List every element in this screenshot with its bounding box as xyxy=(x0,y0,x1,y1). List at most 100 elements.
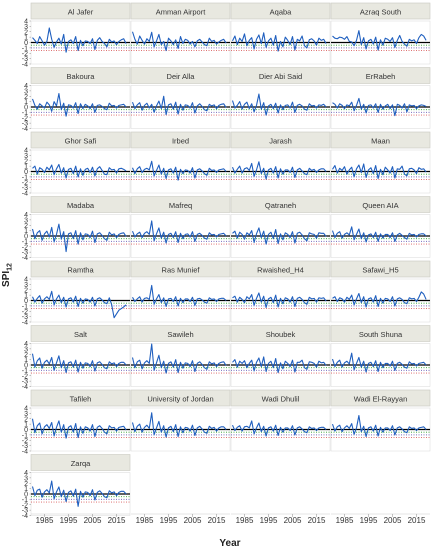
panel-strip xyxy=(230,2,331,20)
panel-strip xyxy=(330,260,431,278)
y-tick-label: -2 xyxy=(22,373,28,380)
panel-strip xyxy=(130,325,231,342)
y-tick-label: -3 xyxy=(22,508,28,515)
series-line xyxy=(31,418,127,439)
panel-title: ErRabeh xyxy=(366,72,396,81)
panel-title: Madaba xyxy=(67,201,95,210)
series-line xyxy=(32,163,127,179)
y-tick-label: 4 xyxy=(24,212,28,219)
series-line xyxy=(331,414,427,438)
panel-title: Sawileh xyxy=(167,330,193,339)
y-tick-label: -2 xyxy=(22,502,28,509)
y-tick-label: 3 xyxy=(24,346,28,353)
y-tick-label: -1 xyxy=(22,497,28,504)
panel-title: Salt xyxy=(74,330,88,339)
series-line xyxy=(332,30,427,51)
y-tick-label: -1 xyxy=(22,174,28,181)
series-line xyxy=(31,353,127,374)
panel-title: Irbed xyxy=(172,137,189,146)
y-tick-label: 0 xyxy=(24,40,28,47)
series-line xyxy=(331,352,427,373)
y-tick-label: 2 xyxy=(24,352,28,359)
y-tick-label: -4 xyxy=(22,449,28,456)
x-tick-label: 1995 xyxy=(360,516,378,525)
panel-title: Deir Alla xyxy=(167,72,196,81)
y-tick-label: 4 xyxy=(24,83,28,90)
panel-title: Qatraneh xyxy=(265,201,296,210)
x-tick-label: 2015 xyxy=(408,516,426,525)
y-tick-label: -4 xyxy=(22,62,28,69)
panel-title: Zarqa xyxy=(71,459,91,468)
panel-strip xyxy=(230,325,331,342)
series-line xyxy=(332,291,427,308)
series-line xyxy=(31,480,127,507)
y-tick-label: 3 xyxy=(24,88,28,95)
x-tick-label: 1995 xyxy=(60,516,78,525)
y-tick-label: 1 xyxy=(24,486,28,493)
panel-title: Queen AIA xyxy=(362,201,398,210)
panel-strip xyxy=(230,196,331,213)
series-line xyxy=(31,223,127,253)
series-line xyxy=(31,93,127,117)
panel-title: Ghor Safi xyxy=(65,137,97,146)
y-tick-label: -4 xyxy=(22,191,28,198)
y-tick-label: 4 xyxy=(24,406,28,413)
y-tick-label: -4 xyxy=(22,126,28,133)
series-line xyxy=(232,356,327,374)
x-tick-label: 2005 xyxy=(384,516,402,525)
panel-strip xyxy=(330,389,431,407)
y-tick-label: 3 xyxy=(24,153,28,160)
x-tick-label: 1985 xyxy=(236,516,254,525)
y-tick-label: 4 xyxy=(24,19,28,26)
y-tick-label: 0 xyxy=(24,427,28,434)
panel-strip xyxy=(330,67,431,84)
y-tick-label: 1 xyxy=(24,35,28,42)
y-tick-label: 2 xyxy=(24,416,28,423)
panel-strip xyxy=(30,454,131,471)
panel-strip xyxy=(330,2,431,20)
series-line xyxy=(231,420,327,437)
y-tick-label: -3 xyxy=(22,443,28,450)
y-tick-label: 4 xyxy=(24,341,28,348)
y-tick-label: 2 xyxy=(24,94,28,101)
series-line xyxy=(332,97,427,117)
y-tick-label: 4 xyxy=(24,277,28,284)
y-tick-label: -1 xyxy=(22,45,28,52)
y-tick-label: 1 xyxy=(24,99,28,106)
x-tick-label: 1995 xyxy=(260,516,278,525)
y-tick-label: -2 xyxy=(22,115,28,122)
panel-title: University of Jordan xyxy=(147,395,213,404)
y-tick-label: -2 xyxy=(22,244,28,251)
series-line xyxy=(232,292,327,309)
series-line xyxy=(131,31,227,52)
panel-title: Rwaished_H4 xyxy=(257,266,304,275)
series-line xyxy=(32,27,127,53)
panel-strip xyxy=(330,196,431,213)
series-line xyxy=(331,226,427,243)
panel-title: Aqaba xyxy=(270,8,293,17)
y-tick-label: -2 xyxy=(22,51,28,58)
y-tick-label: -2 xyxy=(22,309,28,316)
y-tick-label: 2 xyxy=(24,481,28,488)
series-line xyxy=(231,161,327,180)
y-tick-label: -2 xyxy=(22,438,28,445)
y-axis-title-subscript: 12 xyxy=(7,263,14,271)
y-tick-label: -4 xyxy=(22,513,28,520)
y-tick-label: 0 xyxy=(24,492,28,499)
panel-title: Safawi_H5 xyxy=(362,266,398,275)
panel-strip xyxy=(130,67,231,84)
series-line xyxy=(131,412,227,438)
y-tick-label: 2 xyxy=(24,223,28,230)
series-line xyxy=(131,220,227,244)
panel-strip xyxy=(30,196,131,213)
panel-strip xyxy=(130,196,231,213)
y-tick-label: -3 xyxy=(22,121,28,128)
panel-strip xyxy=(230,260,331,278)
series-line xyxy=(131,95,227,116)
series-line xyxy=(132,284,227,307)
y-tick-label: 0 xyxy=(24,363,28,370)
y-tick-label: -3 xyxy=(22,185,28,192)
y-tick-label: -2 xyxy=(22,180,28,187)
